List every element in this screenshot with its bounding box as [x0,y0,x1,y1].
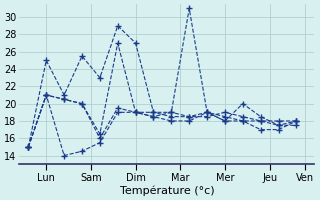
X-axis label: Température (°c): Température (°c) [120,185,214,196]
